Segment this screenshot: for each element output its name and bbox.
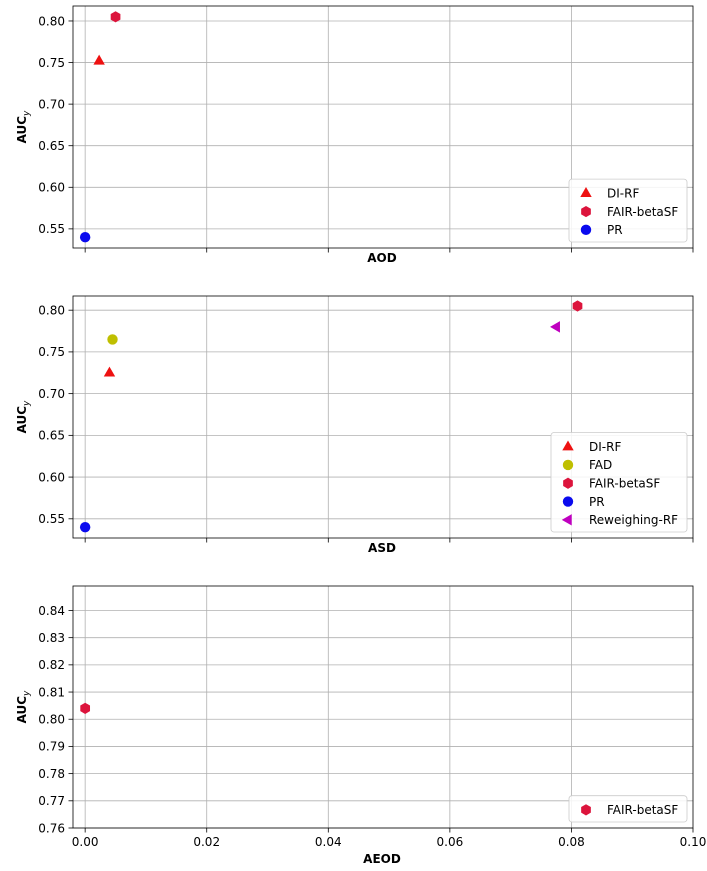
legend-box [550, 432, 688, 533]
data-point-di-rf [103, 366, 116, 377]
data-point-fair-betasf [572, 300, 583, 312]
legend-box [568, 795, 688, 823]
y-tick-label: 0.60 [38, 470, 65, 484]
x-axis-label: ASD [368, 541, 396, 555]
y-axis-label-main: AUC [15, 696, 29, 724]
legend-label: FAIR-betaSF [589, 476, 660, 490]
y-tick-label: 0.76 [38, 821, 65, 835]
legend-label: FAD [589, 458, 612, 472]
legend-label: DI-RF [607, 186, 639, 200]
y-tick-label: 0.75 [38, 345, 65, 359]
legend-marker [581, 205, 591, 218]
y-axis-label-subscript: y [22, 400, 32, 407]
axes-frame [72, 585, 694, 829]
data-point-fad [107, 334, 118, 345]
legend-label: DI-RF [589, 440, 621, 454]
y-tick-label: 0.70 [38, 97, 65, 111]
x-tick-label: 0.04 [315, 835, 342, 849]
legend-marker [563, 477, 573, 489]
legend-label: FAIR-betaSF [607, 205, 678, 219]
data-point-reweighing-rf [550, 321, 560, 333]
legend-marker [561, 514, 572, 526]
x-tick-label: 0.06 [437, 835, 464, 849]
y-tick-label: 0.83 [38, 631, 65, 645]
y-tick-label: 0.55 [38, 222, 65, 236]
x-tick-label: 0.08 [558, 835, 585, 849]
legend: DI-RF FAIR-betaSF PR [568, 178, 688, 243]
legend-label: Reweighing-RF [589, 513, 678, 527]
y-axis-label-main: AUC [15, 406, 29, 434]
y-axis-label: AUCy [15, 690, 32, 723]
data-point-pr [79, 231, 91, 243]
legend: DI-RF FAD FAIR-betaSF PR Reweighing-RF [550, 432, 688, 533]
y-tick-label: 0.65 [38, 139, 65, 153]
legend-marker [562, 440, 574, 451]
y-tick-label: 0.77 [38, 794, 65, 808]
legend-marker [580, 187, 592, 197]
legend-marker [562, 496, 574, 507]
y-axis-label: AUCy [15, 110, 32, 143]
chart-panel-3: 0.00 0.02 0.04 0.06 0.08 0.10 0.76 0.77 0.78 0.79… [15, 585, 707, 866]
legend-marker [580, 224, 592, 236]
y-tick-label: 0.70 [38, 387, 65, 401]
axes-frame [72, 5, 694, 249]
legend-label: FAIR-betaSF [607, 803, 678, 817]
y-tick-label: 0.80 [38, 14, 65, 28]
x-axis-label: AOD [367, 251, 396, 265]
y-tick-label: 0.55 [38, 512, 65, 526]
y-tick-label: 0.81 [38, 685, 65, 699]
x-axis-label: AEOD [363, 852, 401, 866]
legend-box [568, 178, 688, 243]
y-tick-label: 0.79 [38, 740, 65, 754]
y-axis-label: AUCy [15, 400, 32, 433]
data-point-fair-betasf [80, 702, 91, 714]
data-point-fair-betasf [110, 11, 121, 23]
data-point-pr [79, 521, 91, 533]
y-axis-label-subscript: y [22, 690, 32, 697]
y-axis-label-subscript: y [22, 110, 32, 117]
y-tick-label: 0.75 [38, 56, 65, 70]
y-tick-label: 0.78 [38, 767, 65, 781]
y-tick-label: 0.60 [38, 181, 65, 195]
axes-frame [72, 295, 694, 539]
x-tick-label: 0.02 [193, 835, 220, 849]
x-tick-label: 0.00 [72, 835, 99, 849]
legend-marker [581, 804, 591, 816]
y-tick-label: 0.80 [38, 713, 65, 727]
data-point-di-rf [93, 54, 105, 65]
legend: FAIR-betaSF [568, 795, 688, 823]
legend-label: PR [589, 495, 605, 509]
legend-label: PR [607, 223, 623, 237]
legend-marker [562, 459, 574, 471]
y-tick-label: 0.84 [38, 604, 65, 618]
chart-panel-2: 0.55 0.60 0.65 0.70 0.75 0.80 ASD AUCy DI-RF FAD F… [15, 295, 694, 555]
chart-panel-1: 0.55 0.60 0.65 0.70 0.75 0.80 AOD AUCy DI-RF FAIR… [15, 5, 694, 265]
x-tick-label: 0.10 [680, 835, 707, 849]
y-axis-label-main: AUC [15, 116, 29, 144]
y-tick-label: 0.82 [38, 658, 65, 672]
y-tick-label: 0.80 [38, 303, 65, 317]
y-tick-label: 0.65 [38, 429, 65, 443]
